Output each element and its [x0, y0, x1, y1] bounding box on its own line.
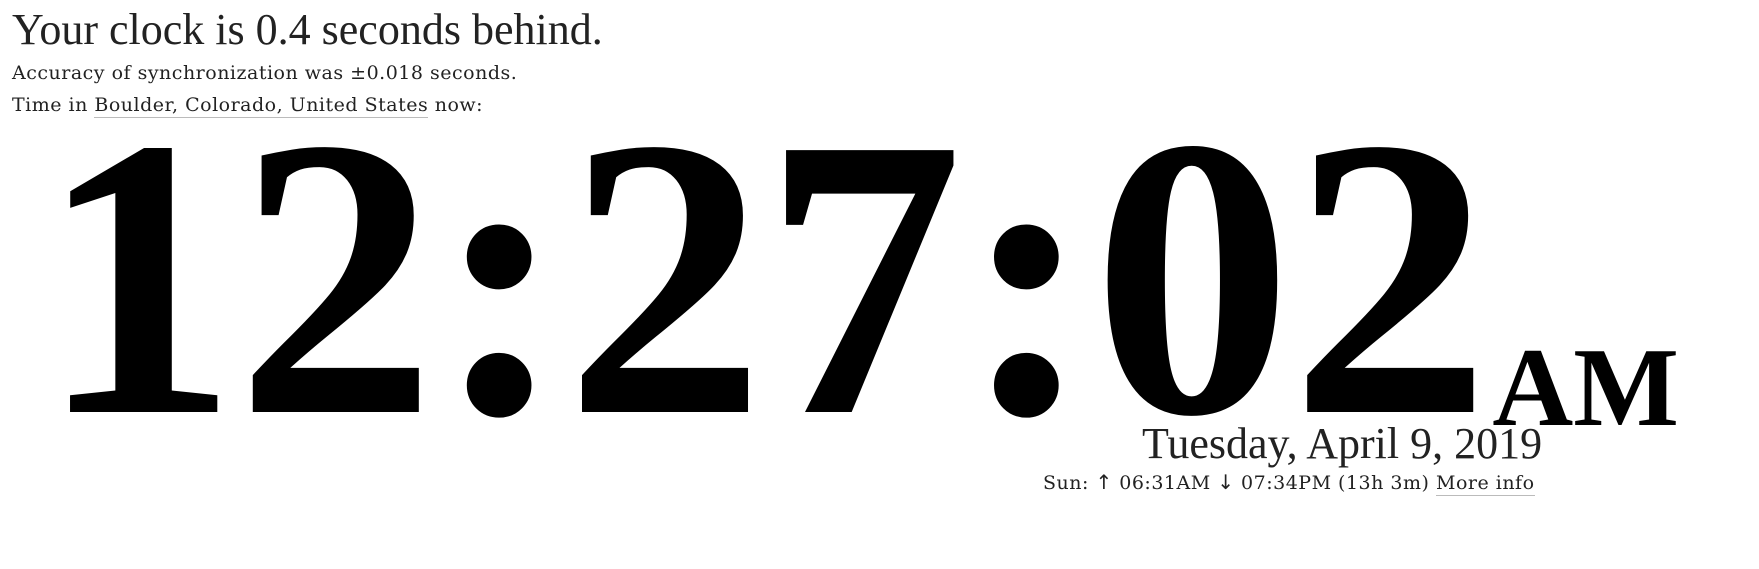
- clock-ampm: AM: [1492, 326, 1679, 450]
- location-link[interactable]: Boulder, Colorado, United States: [94, 94, 429, 118]
- clock-time: 12:27:02: [38, 56, 1490, 499]
- clock-status-title: Your clock is 0.4 seconds behind.: [12, 5, 603, 54]
- sunrise-arrow-icon: ↑: [1095, 470, 1113, 494]
- clock-display: 12:27:02 AM: [38, 56, 1679, 499]
- location-suffix: now:: [428, 94, 484, 116]
- location-prefix: Time in: [12, 94, 95, 116]
- sunrise-time: 06:31AM: [1112, 472, 1218, 494]
- sync-accuracy-text: Accuracy of synchronization was ±0.018 s…: [12, 62, 518, 84]
- location-line: Time in Boulder, Colorado, United States…: [12, 94, 484, 118]
- sun-info-line: Sun: ↑ 06:31AM ↓ 07:34PM (13h 3m) More i…: [1043, 470, 1535, 496]
- sun-label: Sun:: [1043, 472, 1096, 494]
- date-text: Tuesday, April 9, 2019: [1142, 419, 1543, 468]
- more-info-link[interactable]: More info: [1435, 472, 1535, 496]
- sunset-arrow-icon: ↓: [1217, 470, 1235, 494]
- sunset-time-and-daylength: 07:34PM (13h 3m): [1234, 472, 1436, 494]
